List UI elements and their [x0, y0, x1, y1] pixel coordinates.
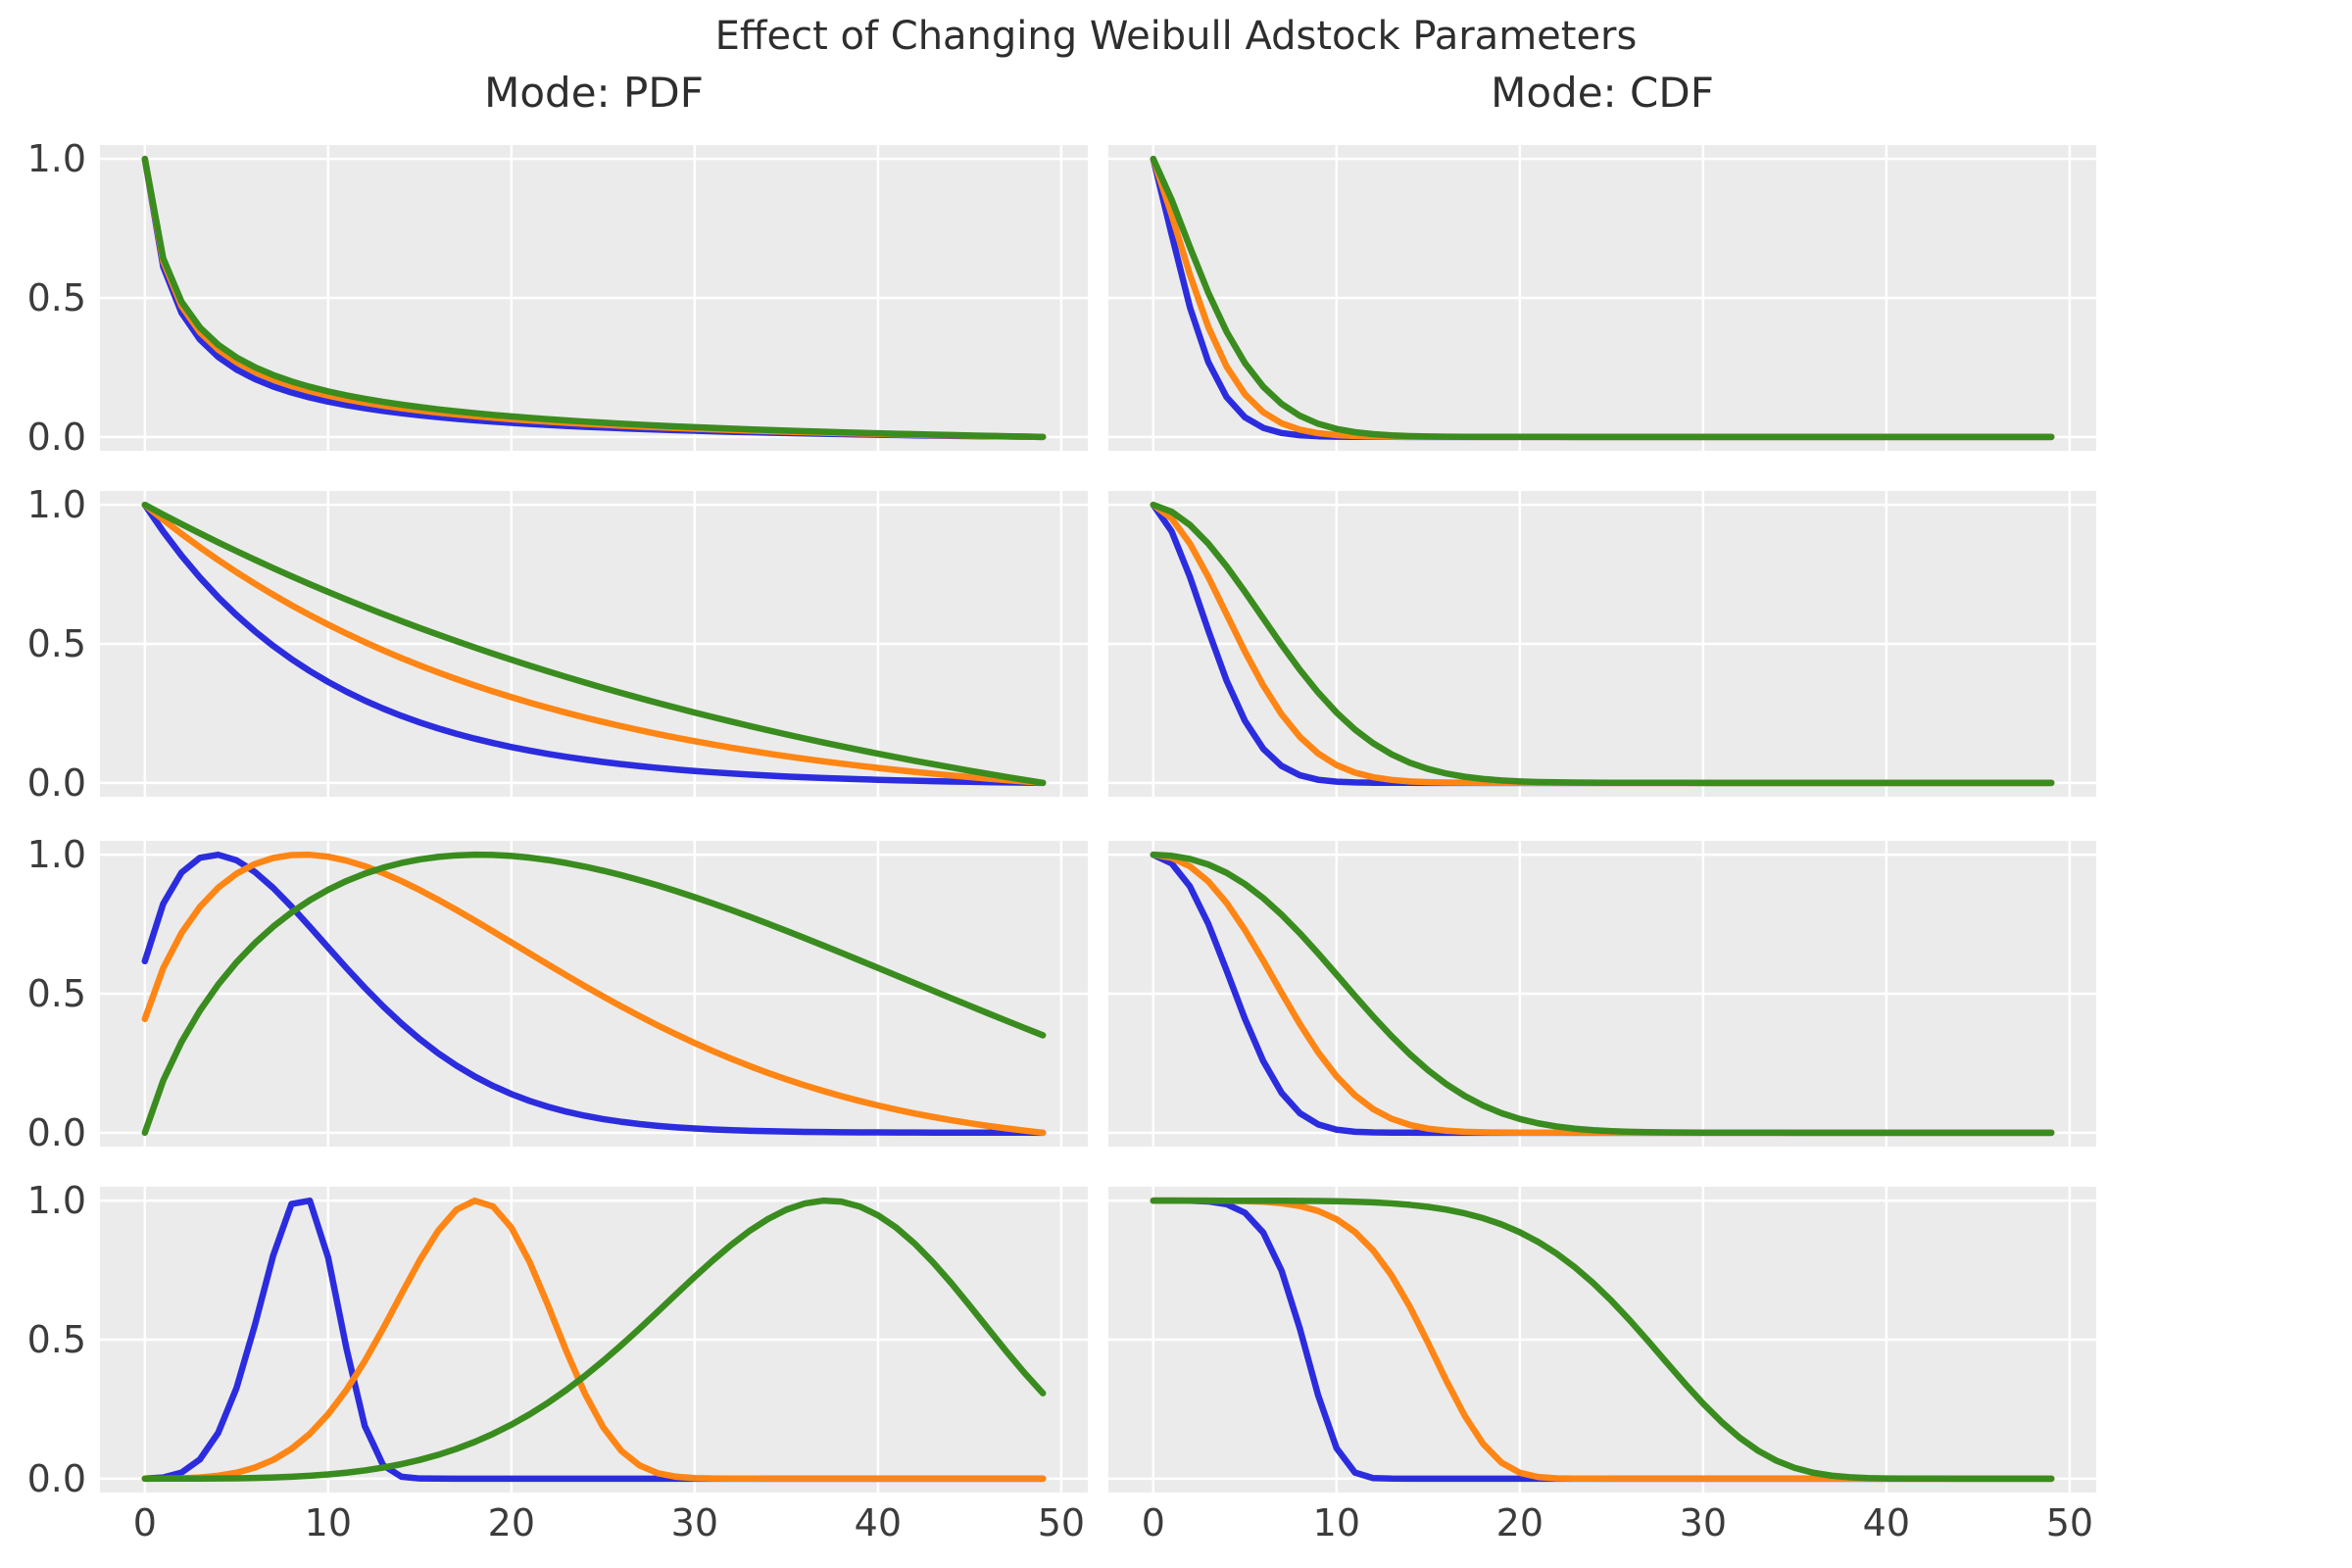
y-tick-label-row1-0.0: 0.0	[26, 415, 86, 459]
x-tick-label-pdf-40: 40	[854, 1501, 903, 1544]
plot-cdf-shape-1	[1108, 491, 2096, 797]
plot-cdf-shape-1.5	[1108, 841, 2096, 1147]
y-tick-label-row4-1.0: 1.0	[26, 1179, 86, 1223]
plot-cdf-shape-5	[1108, 1187, 2096, 1493]
curve-cdf-shape-0.5-scale=40	[1150, 155, 2055, 441]
subplot-title-cdf: Mode: CDF	[1491, 69, 1714, 117]
curve-cdf-shape-5-scale=40	[1150, 1197, 2055, 1483]
curve-pdf-shape-5-scale=20	[141, 1197, 1047, 1483]
y-tick-label-row3-0.5: 0.5	[26, 972, 86, 1015]
plot-pdf-shape-5	[100, 1187, 1088, 1493]
subplot-title-pdf: Mode: PDF	[484, 69, 704, 117]
y-tick-label-row3-1.0: 1.0	[26, 833, 86, 877]
y-tick-label-row1-0.5: 0.5	[26, 276, 86, 319]
curve-pdf-shape-5-scale=40	[141, 1197, 1047, 1483]
curve-cdf-shape-1-scale=40	[1150, 501, 2055, 787]
x-tick-label-cdf-20: 20	[1495, 1501, 1544, 1544]
figure-title: Effect of Changing Weibull Adstock Param…	[714, 14, 1638, 59]
plot-pdf-shape-0.5	[100, 145, 1088, 451]
x-tick-label-cdf-40: 40	[1862, 1501, 1911, 1544]
x-tick-label-pdf-50: 50	[1037, 1501, 1086, 1544]
y-tick-label-row4-0.0: 0.0	[26, 1456, 86, 1500]
x-tick-label-cdf-10: 10	[1312, 1501, 1360, 1544]
y-tick-label-row2-0.5: 0.5	[26, 622, 86, 665]
x-tick-label-cdf-30: 30	[1679, 1501, 1728, 1544]
y-tick-label-row2-1.0: 1.0	[26, 483, 86, 527]
y-tick-label-row1-1.0: 1.0	[26, 137, 86, 181]
x-tick-label-cdf-50: 50	[2045, 1501, 2094, 1544]
y-tick-label-row2-0.0: 0.0	[26, 760, 86, 805]
curve-cdf-shape-1.5-scale=40	[1150, 851, 2055, 1137]
curve-pdf-shape-1-scale=40	[141, 501, 1047, 787]
x-tick-label-pdf-30: 30	[670, 1501, 719, 1544]
curve-pdf-shape-1-scale=10	[141, 501, 1047, 787]
x-tick-label-pdf-10: 10	[304, 1501, 352, 1544]
x-tick-label-pdf-0: 0	[132, 1501, 157, 1544]
y-tick-label-row4-0.5: 0.5	[26, 1318, 86, 1361]
curve-pdf-shape-1-scale=20	[141, 501, 1047, 787]
x-tick-label-pdf-20: 20	[487, 1501, 536, 1544]
curve-pdf-shape-0.5-scale=40	[141, 155, 1047, 441]
curve-pdf-shape-1.5-scale=40	[141, 851, 1047, 1137]
plot-pdf-shape-1.5	[100, 841, 1088, 1147]
y-tick-label-row3-0.0: 0.0	[26, 1110, 86, 1154]
curve-pdf-shape-1.5-scale=20	[141, 851, 1047, 1137]
plot-pdf-shape-1	[100, 491, 1088, 797]
x-tick-label-cdf-0: 0	[1141, 1501, 1165, 1544]
plot-cdf-shape-0.5	[1108, 145, 2096, 451]
